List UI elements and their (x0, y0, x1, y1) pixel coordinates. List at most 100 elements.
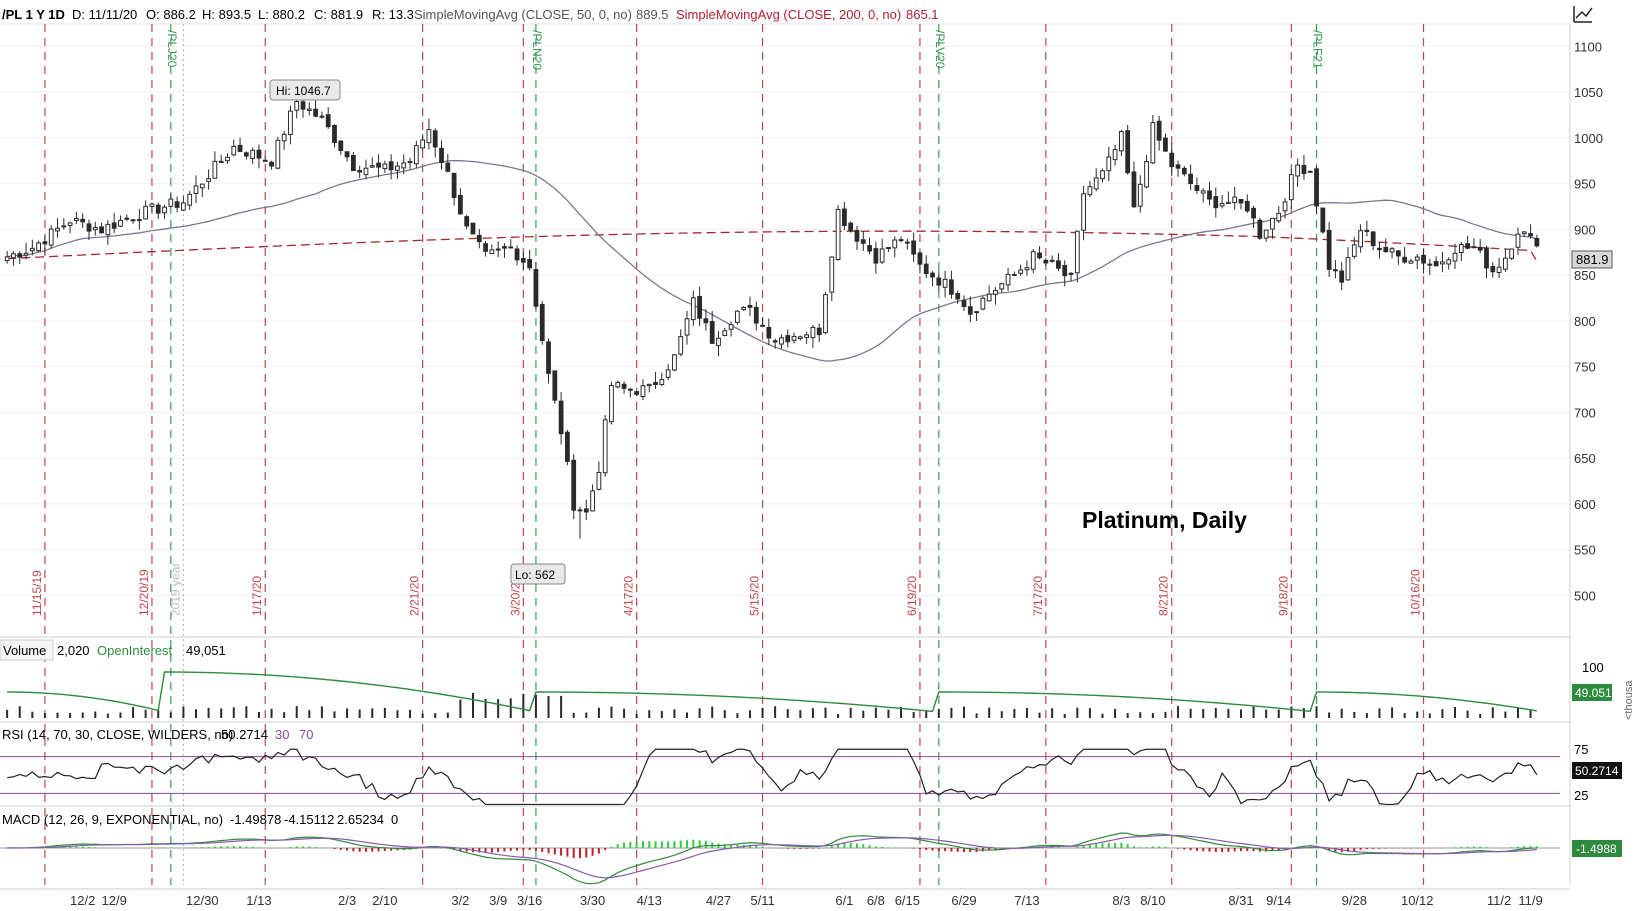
candle-body (1276, 212, 1282, 222)
candle-body (514, 248, 520, 261)
date-tick-label: 9/28 (1342, 893, 1367, 908)
volume-bar (1051, 708, 1054, 718)
macd-histogram-bar (623, 842, 626, 848)
candle-body (275, 139, 281, 169)
macd-histogram-bar (484, 848, 487, 853)
price-tick-label: 600 (1574, 497, 1596, 512)
candle-body (1484, 247, 1489, 269)
candle-body (269, 161, 274, 167)
candle (181, 196, 186, 212)
contract-marker-label: /PLF21 (1311, 30, 1325, 69)
candle-body (1421, 254, 1426, 264)
candle-body (1037, 252, 1042, 259)
candle-body (225, 156, 230, 162)
price-tick-label: 850 (1574, 268, 1596, 283)
volume-bar (1126, 713, 1129, 718)
hi-bubble: Hi: 1046.7 (269, 79, 341, 101)
candle-body (665, 369, 671, 378)
volume-bar (358, 709, 361, 718)
candle-body (1030, 251, 1036, 270)
candle (672, 354, 677, 372)
candle (1484, 245, 1489, 279)
macd-histogram-bar (358, 848, 361, 852)
macd-histogram-bar (1214, 848, 1217, 852)
candle (275, 136, 281, 170)
volume-bar (346, 708, 349, 718)
candle-body (1339, 270, 1345, 283)
candle (1011, 271, 1017, 277)
volume-bar (1088, 708, 1091, 718)
macd-label[interactable]: MACD (12, 26, 9, EXPONENTIAL, no) (2, 812, 223, 827)
candle (1093, 168, 1099, 192)
candle-body (451, 172, 457, 198)
macd-histogram-bar (560, 848, 563, 856)
candle-body (634, 391, 640, 395)
candle-body (388, 161, 394, 171)
volume-bar (1391, 707, 1394, 718)
open-interest-label[interactable]: OpenInterest (97, 643, 173, 658)
macd-histogram-bar (75, 846, 78, 848)
price-panel[interactable]: 11/15/19 12/20/19/PLJ20 2019 year 1/17/20 2/… (0, 24, 1603, 885)
macd-histogram-bar (1472, 846, 1475, 848)
candle-body (1395, 250, 1401, 257)
candle-body (439, 147, 444, 164)
date-tick-label: 3/9 (489, 893, 507, 908)
candle (1018, 264, 1024, 276)
date-axis[interactable]: 12/2 12/9 12/30 1/13 2/3 2/10 3/2 3/9 3/16 3/30 4/… (0, 888, 1570, 908)
candle-body (1326, 229, 1332, 270)
candle-body (974, 311, 979, 314)
volume-bar (1025, 708, 1028, 718)
macd-panel[interactable]: MACD (12, 26, 9, EXPONENTIAL, no) -1.498… (0, 805, 1622, 885)
candle-body (86, 223, 92, 232)
macd-histogram-bar (1195, 848, 1198, 851)
candle (149, 202, 155, 212)
date-tick-label: 6/15 (895, 893, 920, 908)
candle (1081, 185, 1086, 241)
rsi-panel[interactable]: RSI (14, 70, 30, CLOSE, WILDERS, no) 50.… (0, 721, 1622, 806)
candle (653, 372, 658, 389)
date-tick-label: 3/16 (517, 893, 542, 908)
macd-histogram-bar (320, 847, 323, 848)
rsi-lower-bound: 30 (275, 727, 289, 742)
candle (1395, 250, 1401, 265)
candle (1043, 258, 1049, 266)
candle-body (1043, 259, 1049, 264)
volume-panel[interactable]: Volume 2,020 OpenInterest 49,051 100 49.… (0, 636, 1635, 720)
volume-bar (295, 706, 298, 718)
volume-bar (1189, 708, 1192, 718)
candle (835, 204, 841, 261)
macd-histogram-bar (811, 848, 814, 849)
candle (61, 218, 67, 230)
symbol-label[interactable]: /PL 1 Y 1D (2, 7, 65, 22)
macd-histogram-bar (855, 843, 858, 848)
date-tick-label: 3/30 (580, 893, 605, 908)
macd-histogram-bar (390, 848, 393, 851)
volume-label[interactable]: Volume (3, 643, 46, 658)
candle (1402, 246, 1408, 264)
macd-signal-path (7, 834, 1537, 879)
candle-body (1081, 193, 1086, 231)
candle-body (1534, 237, 1540, 247)
candle (476, 229, 482, 249)
candle-body (533, 269, 539, 307)
drawing-tool-icon[interactable] (1573, 6, 1593, 23)
macd-histogram-bar (257, 847, 260, 848)
sma200-study-label[interactable]: SimpleMovingAvg (CLOSE, 200, 0, no) (676, 7, 901, 22)
candle-body (1477, 247, 1483, 251)
macd-histogram-bar (944, 848, 947, 852)
candle (105, 220, 111, 245)
macd-badge: -1.4988 (1576, 842, 1617, 856)
sma50-study-label[interactable]: SimpleMovingAvg (CLOSE, 50, 0, no) (414, 7, 632, 22)
volume-bar (585, 712, 588, 718)
candle (407, 157, 413, 170)
volume-bar (673, 709, 676, 718)
macd-histogram-bar (226, 846, 229, 848)
volume-bar (1101, 713, 1104, 718)
date-tick-label: 8/10 (1140, 893, 1165, 908)
volume-bar (900, 706, 903, 718)
price-axis[interactable]: 500 550 600 650 700 750 800 850 900 950 1000 1050 11… (1569, 24, 1603, 885)
candle-body (760, 324, 765, 327)
date-tick-label: 12/9 (102, 893, 127, 908)
rsi-label[interactable]: RSI (14, 70, 30, CLOSE, WILDERS, no) (2, 727, 233, 742)
candle (67, 221, 73, 234)
